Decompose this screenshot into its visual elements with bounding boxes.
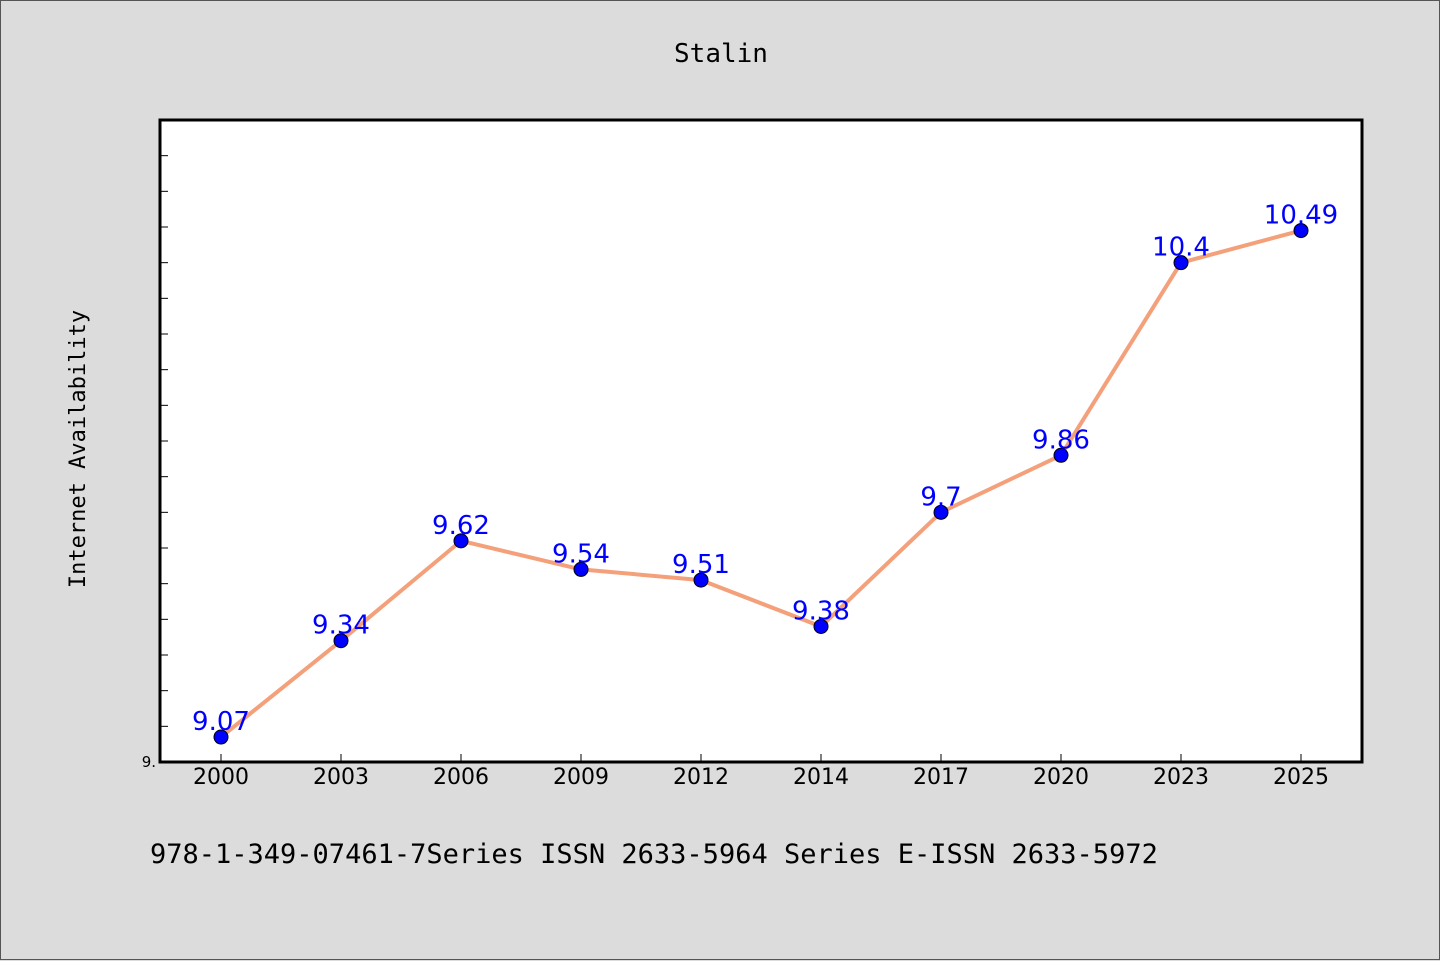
x-tick-label: 2020 [1033,765,1089,790]
series-layer: 9.07 9.34 9.62 9.54 9.51 9.38 9.7 9.86 10.4 10.49 [192,201,1338,745]
data-point [213,729,229,745]
data-point [933,504,949,520]
data-point [453,533,469,549]
data-point [813,618,829,634]
x-tick-label: 2017 [913,765,969,790]
y-tick-label: 9. [142,753,156,771]
x-tick-label: 2003 [313,765,369,790]
y-axis-ticks [160,155,168,727]
x-tick-label: 2023 [1153,765,1209,790]
footer-isbn-text: 978-1-349-07461-7Series ISSN 2633-5964 S… [150,839,1158,870]
data-point [1293,223,1309,239]
x-axis-ticks: 2000 2003 2006 2009 2012 2014 2017 2020 2023 2025 [193,754,1329,790]
data-point [573,561,589,577]
data-point [1053,447,1069,463]
data-label: 9.38 [792,596,850,626]
plot-area [158,118,1364,764]
data-point [333,633,349,649]
x-tick-label: 2012 [673,765,729,790]
x-tick-label: 2006 [433,765,489,790]
chart-title: Stalin [674,39,768,69]
data-label: 9.07 [192,707,250,737]
data-label: 9.62 [432,511,490,541]
data-point [1173,255,1189,271]
x-tick-label: 2009 [553,765,609,790]
data-label: 10.4 [1152,233,1210,263]
y-axis-label: Internet Availability [66,310,91,588]
series-line [219,228,1302,739]
data-label: 9.54 [552,539,610,569]
x-tick-label: 2025 [1273,765,1329,790]
data-point [693,572,709,588]
data-label: 9.34 [312,611,370,641]
x-tick-label: 2014 [793,765,849,790]
x-tick-label: 2000 [193,765,249,790]
data-label: 9.86 [1032,425,1090,455]
data-label: 9.7 [920,482,961,512]
data-label: 10.49 [1264,201,1338,231]
data-label: 9.51 [672,550,730,580]
